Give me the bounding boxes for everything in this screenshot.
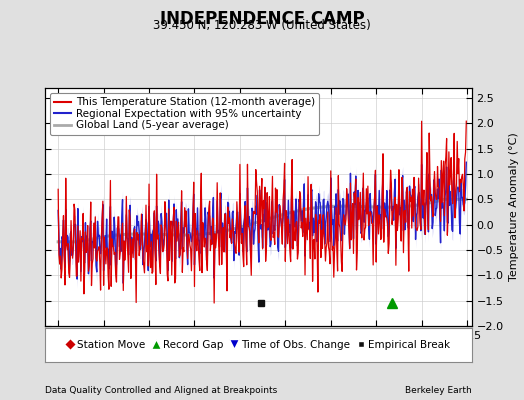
Text: Berkeley Earth: Berkeley Earth xyxy=(405,386,472,395)
Legend: This Temperature Station (12-month average), Regional Expectation with 95% uncer: This Temperature Station (12-month avera… xyxy=(50,93,319,135)
Text: INDEPENDENCE CAMP: INDEPENDENCE CAMP xyxy=(160,10,364,28)
Text: Data Quality Controlled and Aligned at Breakpoints: Data Quality Controlled and Aligned at B… xyxy=(45,386,277,395)
Legend: Station Move, Record Gap, Time of Obs. Change, Empirical Break: Station Move, Record Gap, Time of Obs. C… xyxy=(63,337,453,353)
Text: 39.450 N, 120.283 W (United States): 39.450 N, 120.283 W (United States) xyxy=(153,19,371,32)
Y-axis label: Temperature Anomaly (°C): Temperature Anomaly (°C) xyxy=(509,133,519,281)
